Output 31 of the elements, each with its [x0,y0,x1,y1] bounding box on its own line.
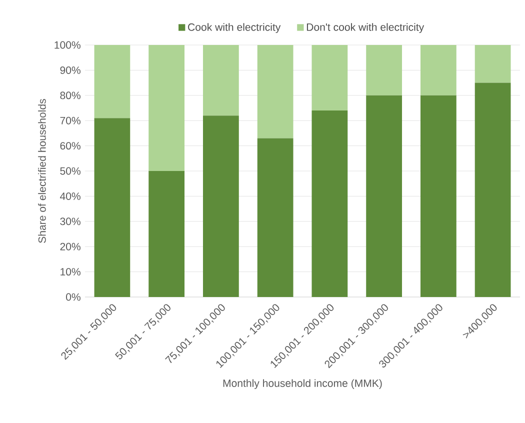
y-tick-label: 40% [60,192,80,200]
y-tick-label: 0% [66,293,80,301]
y-tick-label: 10% [60,268,80,276]
bar [257,45,294,138]
bar [94,118,130,297]
y-axis-title: Share of electrified households [38,99,46,243]
bar [420,95,456,297]
bar [202,116,239,297]
y-tick-label: 30% [60,218,80,226]
x-axis-title: Monthly household income (MMK) [223,379,382,390]
legend-label: Don't cook with electricity [306,23,424,33]
bar [366,95,402,297]
y-tick-label: 20% [60,242,80,250]
bar [312,45,348,111]
y-tick-label: 50% [60,167,80,175]
bar [474,45,511,83]
y-tick-label: 80% [60,92,80,100]
bar [257,138,294,297]
y-tick-label: 100% [54,41,80,49]
bar [366,45,402,96]
bar [420,45,456,96]
bar [148,45,185,172]
bar [474,82,511,297]
y-tick-label: 60% [60,142,80,150]
bar [94,45,130,118]
y-tick-label: 90% [60,66,80,74]
bar [312,110,348,297]
bar [148,171,185,297]
bar [202,45,239,116]
legend-label: Cook with electricity [188,23,281,33]
y-tick-label: 70% [60,116,80,124]
